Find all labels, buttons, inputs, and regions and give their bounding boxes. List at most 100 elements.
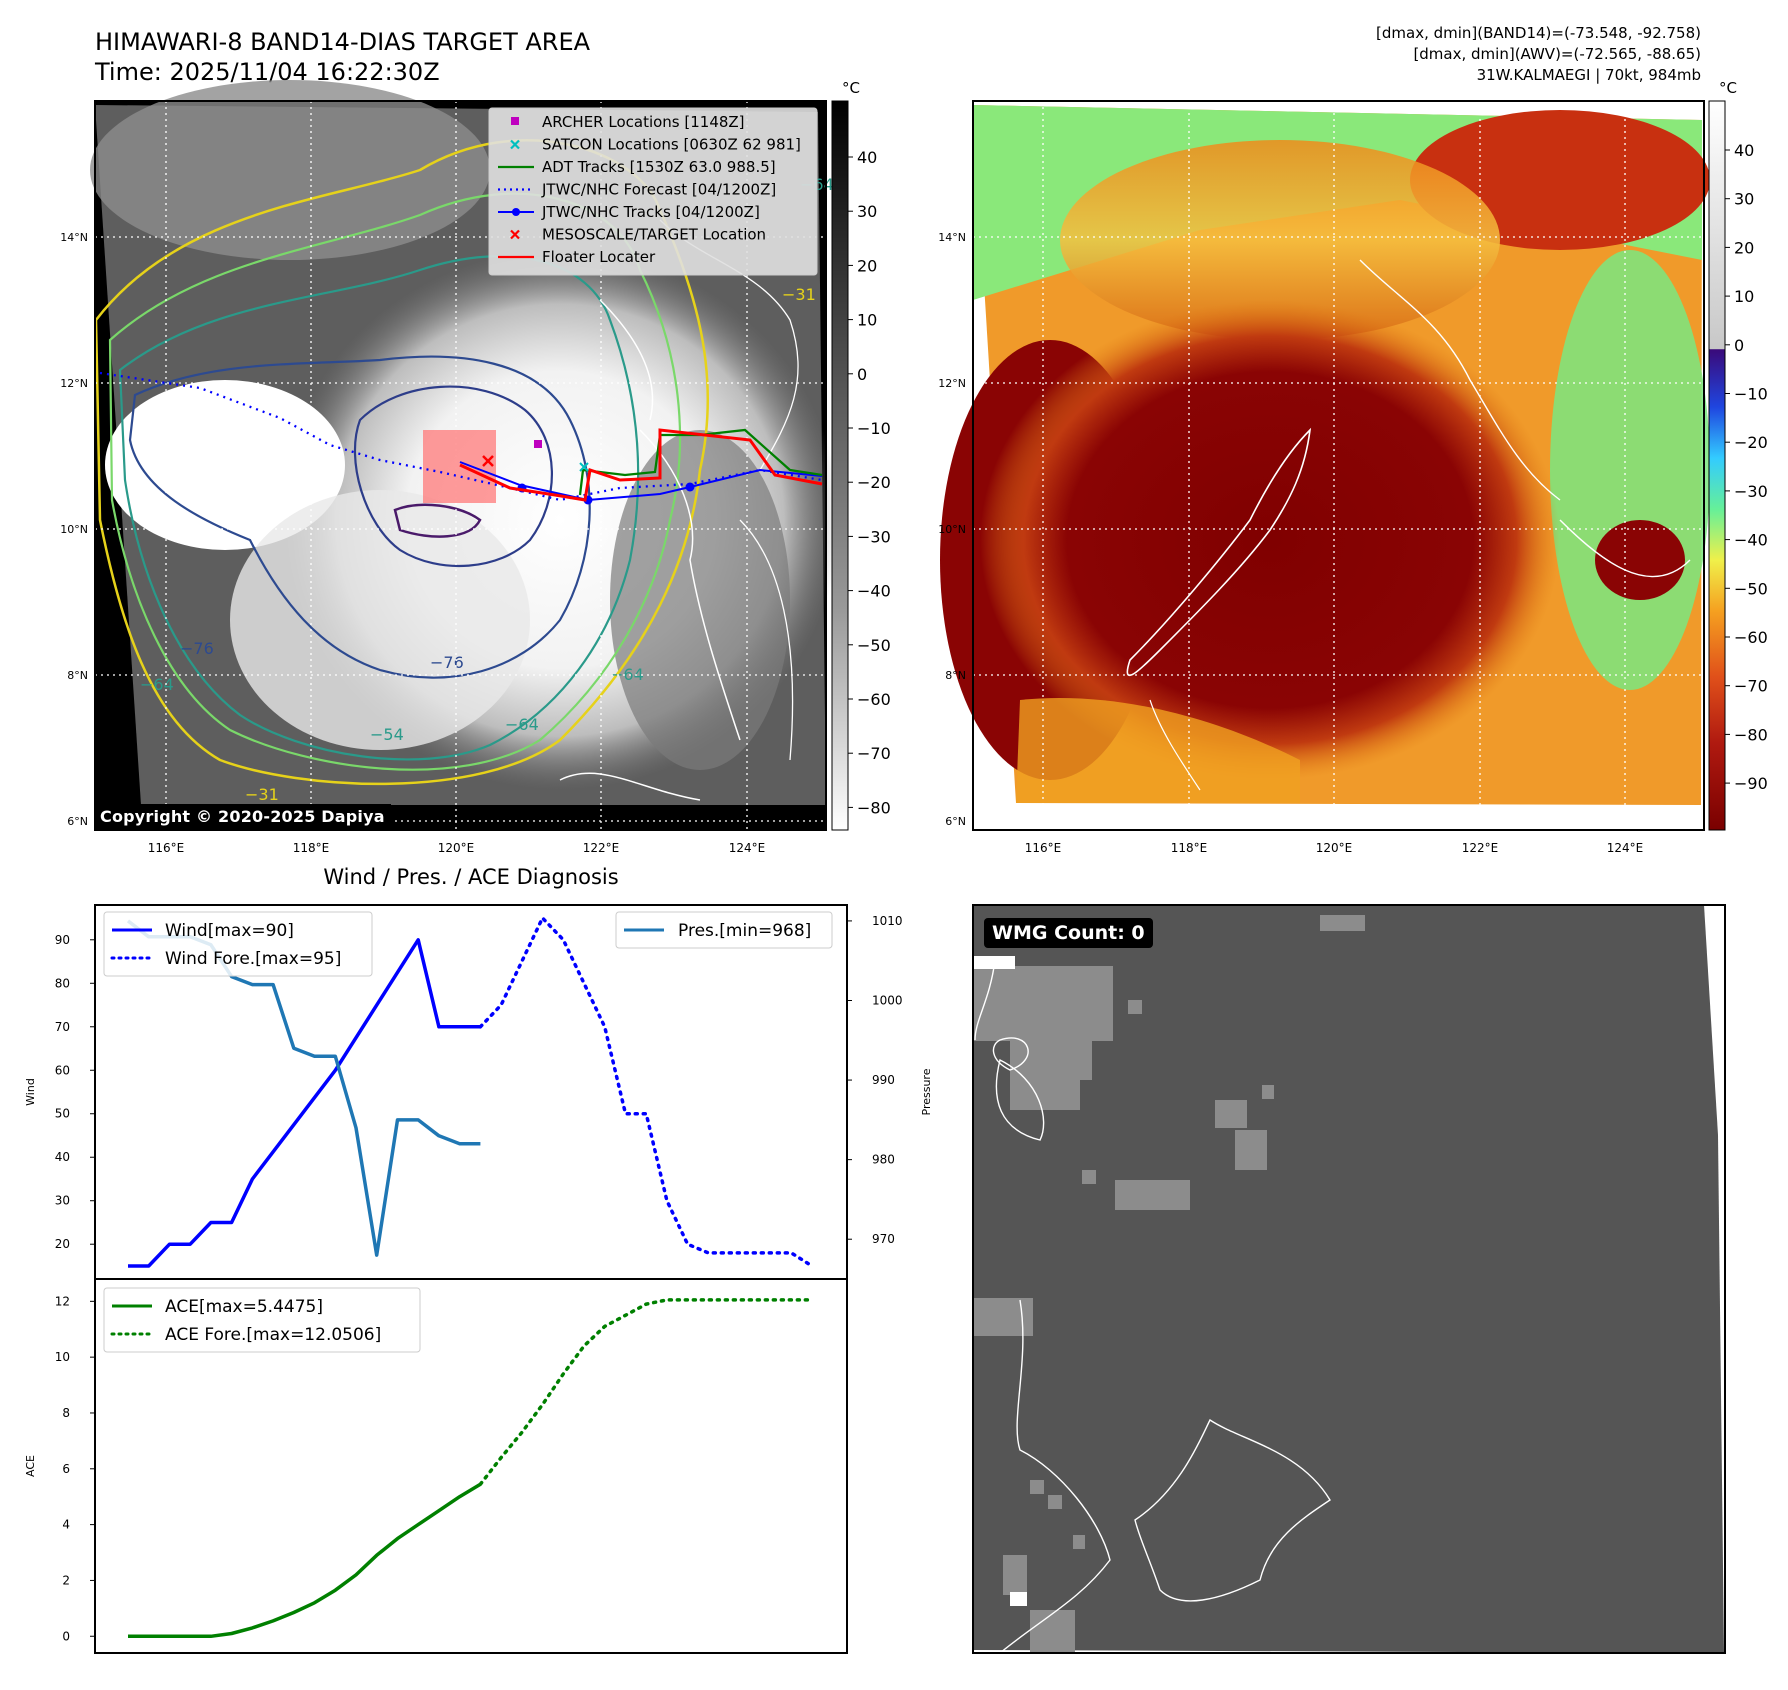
colorbar-tick-label: −60	[1734, 628, 1768, 647]
ir-contour-yellow	[94, 139, 710, 786]
ir-lon-label: 124°E	[729, 841, 766, 855]
wind-legend: Wind[max=90] Wind Fore.[max=95] Pres.[mi…	[103, 911, 833, 977]
wmg-map	[972, 904, 1726, 1654]
colorbar-tick-label: −70	[857, 744, 891, 763]
colorbar-tick-label: −30	[857, 527, 891, 546]
ir-contour-blue	[128, 355, 591, 679]
awv-lat-labels: 14°N 12°N 10°N 8°N 6°N	[938, 231, 966, 828]
wmg-bright-pixel	[1010, 1592, 1027, 1606]
colorbar-tick-label: −10	[1734, 385, 1768, 404]
ir-lon-labels: 116°E 118°E 120°E 122°E 124°E	[148, 841, 766, 855]
awv-lon-label: 116°E	[1025, 841, 1062, 855]
colorbar-tick-label: −60	[857, 690, 891, 709]
ir-legend-label: SATCON Locations [0630Z 62 981]	[542, 136, 801, 154]
awv-dry-core	[980, 300, 1560, 780]
ir-lat-labels: 14°N 12°N 10°N 8°N 6°N	[60, 231, 88, 828]
ir-contour-inner	[353, 385, 553, 568]
awv-colorbar-unit: °C	[1719, 79, 1737, 97]
ir-lat-label: 12°N	[60, 377, 88, 390]
wind-ytick-label: 70	[55, 1020, 70, 1034]
ace-series-group	[128, 1298, 814, 1639]
wind-ytick-label: 40	[55, 1150, 70, 1164]
ir-legend-label: JTWC/NHC Forecast [04/1200Z]	[541, 181, 776, 199]
awv-coastline	[1149, 699, 1201, 791]
ir-colorbar-scale	[831, 100, 849, 831]
colorbar-tick-label: −10	[857, 419, 891, 438]
colorbar-tick-label: −50	[1734, 579, 1768, 598]
awv-colorbar-ticks: 40 30 20 10 0 −10 −20 −30 −40 −50 −60 −70 −80 −90	[1725, 141, 1768, 793]
awv-info-line3: 31W.KALMAEGI | 70kt, 984mb	[1477, 66, 1701, 84]
awv-lon-labels: 116°E 118°E 120°E 122°E 124°E	[1025, 841, 1644, 855]
colorbar-tick-label: −20	[857, 473, 891, 492]
wind-ytick-label: 90	[55, 933, 70, 947]
colorbar-tick-label: 10	[1734, 287, 1754, 306]
legend-marker-square	[511, 117, 519, 125]
colorbar-tick-label: −90	[1734, 774, 1768, 793]
ir-lon-label: 116°E	[148, 841, 185, 855]
colorbar-tick-label: −30	[1734, 482, 1768, 501]
pressure-ytick-label: 970	[872, 1232, 895, 1246]
colorbar-tick-label: −40	[1734, 531, 1768, 550]
legend-marker-x	[510, 139, 520, 150]
satcon-location-marker	[579, 462, 589, 472]
wind-ylabel: Wind	[24, 1078, 37, 1106]
awv-band-north	[1060, 140, 1500, 340]
ir-lon-label: 120°E	[438, 841, 475, 855]
wind-legend-box	[103, 911, 373, 977]
ace-yticks: 0 2 4 6 8 10 12	[55, 1294, 95, 1643]
floater-track	[459, 428, 823, 502]
awv-info-line2: [dmax, dmin](AWV)=(-72.565, -88.65)	[1413, 45, 1701, 63]
colorbar-tick-label: 40	[857, 148, 877, 167]
colorbar-tick-label: −20	[1734, 433, 1768, 452]
ace-ylabel: ACE	[24, 1455, 37, 1477]
pressure-ytick-label: 980	[872, 1153, 895, 1167]
awv-lat-label: 8°N	[945, 669, 966, 682]
wmg-frame	[972, 904, 1726, 1654]
ace-ytick-label: 4	[62, 1518, 70, 1532]
ir-legend-items: ARCHER Locations [1148Z] SATCON Locations…	[498, 113, 801, 266]
awv-info: [dmax, dmin](BAND14)=(-73.548, -92.758) …	[1376, 24, 1701, 84]
legend-marker-x	[510, 229, 520, 240]
wind-pressure-chart: Wind Pressure 20 30 40 50 60 70 80 90 970 980 990…	[24, 904, 933, 1280]
ir-legend: ARCHER Locations [1148Z] SATCON Locations…	[488, 107, 818, 276]
ir-legend-label: JTWC/NHC Tracks [04/1200Z]	[541, 203, 760, 221]
ir-cloud-sw	[230, 490, 530, 750]
ir-cloud-west	[105, 380, 345, 550]
ir-colorbar: °C 40 30 20 10 0 −10 −20 −30 −40 −50 −60 −70 −80	[831, 79, 891, 831]
awv-lon-label: 118°E	[1171, 841, 1208, 855]
ir-coastline	[559, 299, 741, 801]
ir-frame	[94, 100, 827, 831]
ir-colorbar-ticks: 40 30 20 10 0 −10 −20 −30 −40 −50 −60 −70 −80	[848, 148, 891, 817]
wind-legend-label: Wind[max=90]	[165, 921, 294, 941]
awv-lat-label: 12°N	[938, 377, 966, 390]
colorbar-tick-label: −40	[857, 582, 891, 601]
ir-lat-label: 14°N	[60, 231, 88, 244]
wmg-count-badge: WMG Count: 0	[984, 918, 1153, 948]
pressure-ytick-label: 990	[872, 1073, 895, 1087]
awv-band-south	[1016, 698, 1300, 803]
ir-contour-label: −76	[180, 639, 214, 658]
ir-contour-label: −64	[610, 665, 644, 684]
awv-colorbar: °C 40 30 20 10 0 −10 −20 −30 −40 −50 −60 −70 −80 −90	[1708, 79, 1768, 831]
diagnosis-title: Wind / Pres. / ACE Diagnosis	[323, 865, 618, 889]
pressure-yticks: 970 980 990 1000 1010	[847, 914, 903, 1246]
ace-legend: ACE[max=5.4475] ACE Fore.[max=12.0506]	[103, 1287, 421, 1353]
awv-moist-east	[1550, 250, 1710, 690]
awv-lon-label: 122°E	[1462, 841, 1499, 855]
ir-legend-label: ARCHER Locations [1148Z]	[542, 113, 745, 131]
colorbar-tick-label: −80	[1734, 725, 1768, 744]
target-location-marker	[482, 455, 494, 467]
ir-legend-label: ADT Tracks [1530Z 63.0 988.5]	[542, 158, 776, 176]
ir-contour-lightgreen	[108, 192, 682, 771]
awv-lat-label: 10°N	[938, 523, 966, 536]
awv-coastline-palawan	[1126, 427, 1312, 676]
awv-gridlines	[973, 101, 1704, 830]
awv-dry-spot	[1595, 520, 1685, 600]
wmg-coastline	[999, 1299, 1111, 1654]
awv-lat-label: 6°N	[945, 815, 966, 828]
wind-ytick-label: 30	[55, 1194, 70, 1208]
legend-marker-dot	[512, 208, 520, 216]
awv-frame	[972, 100, 1705, 831]
colorbar-tick-label: −50	[857, 636, 891, 655]
